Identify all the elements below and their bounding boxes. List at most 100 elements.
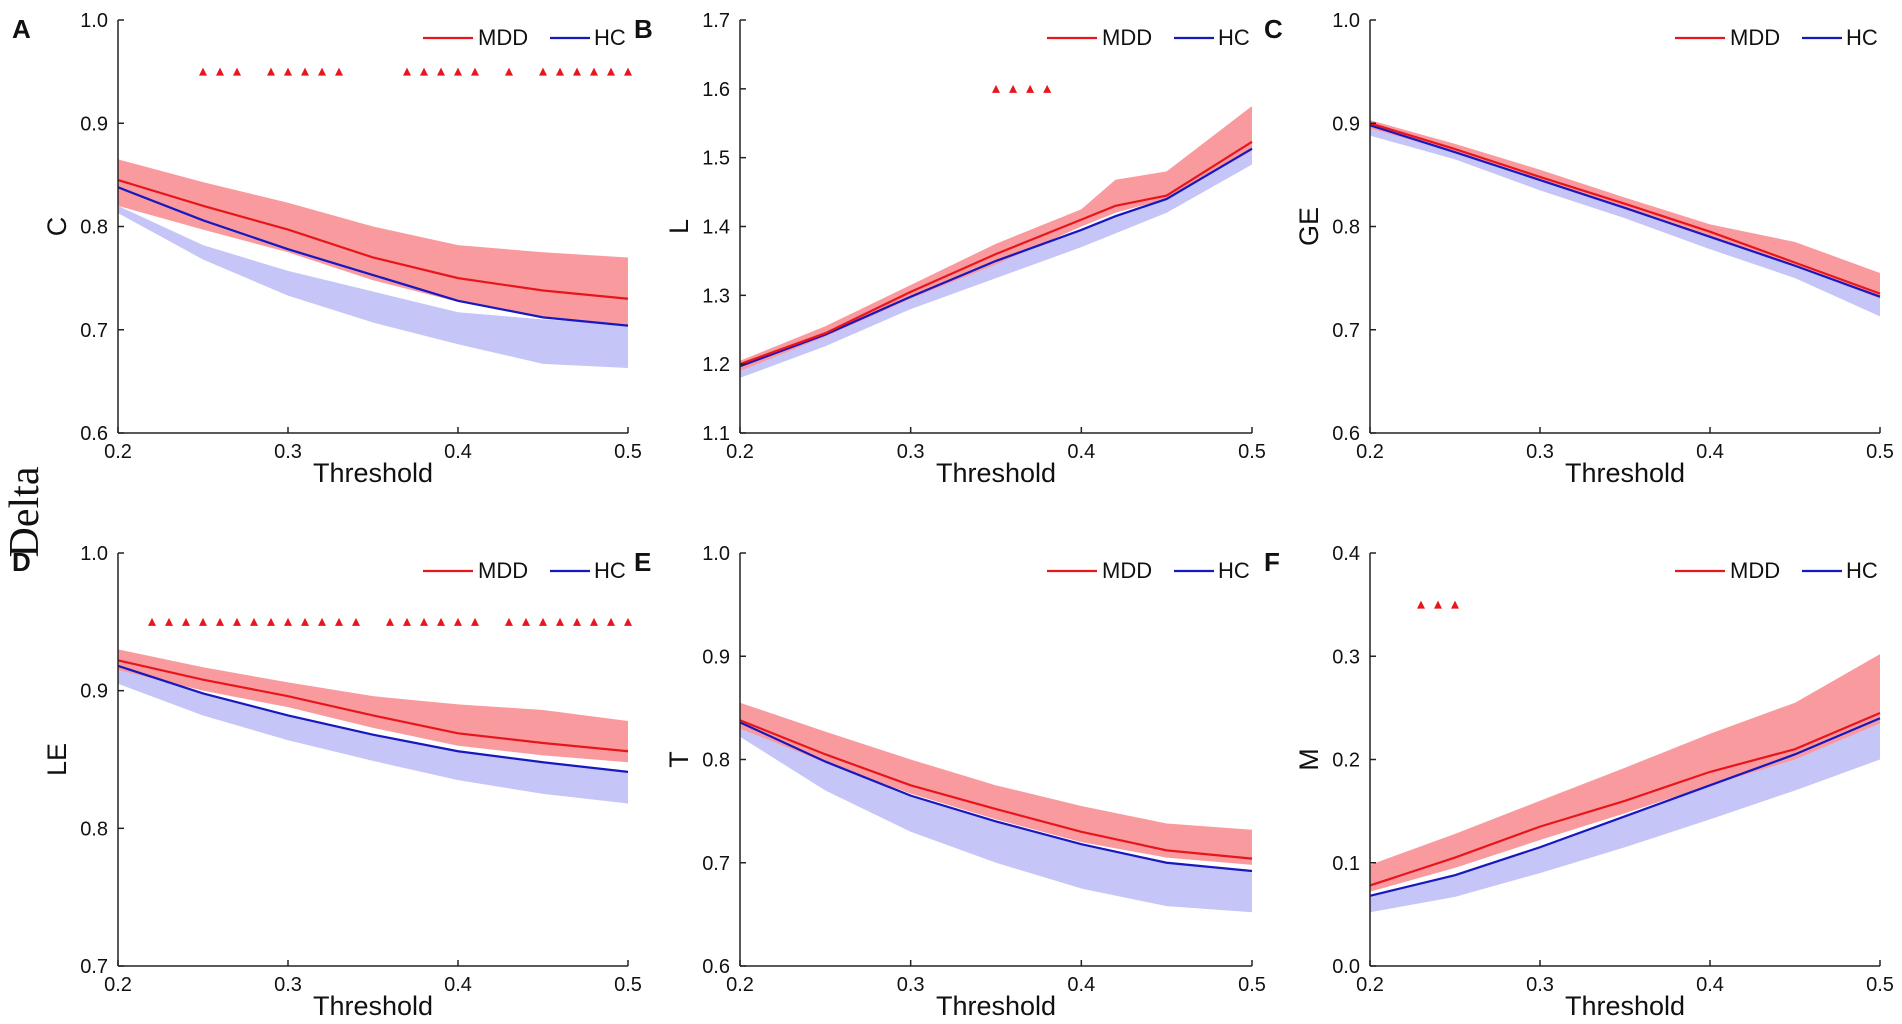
panel-letter: B (634, 14, 653, 44)
legend-hc-label: HC (594, 25, 626, 50)
y-tick-label: 0.9 (1332, 113, 1360, 135)
significance-marker (1434, 600, 1442, 609)
significance-marker (607, 617, 615, 626)
significance-marker (590, 617, 598, 626)
mdd-confidence-band (118, 649, 628, 763)
chart-panel-a: 0.6 0.7 0.8 0.9 1.0 0.2 0.3 0.4 0.5 Threshold C A MD… (12, 10, 642, 488)
x-tick-label: 0.5 (614, 441, 642, 463)
significance-marker (403, 617, 411, 626)
mdd-confidence-band (740, 702, 1252, 865)
x-tick-label: 0.4 (1696, 441, 1724, 463)
significance-marker (301, 617, 309, 626)
y-tick-label: 0.7 (1332, 320, 1360, 342)
x-tick-label: 0.3 (274, 441, 302, 463)
y-tick-label: 1.3 (702, 285, 730, 307)
significance-marker (522, 617, 530, 626)
legend-mdd-label: MDD (1730, 25, 1780, 50)
y-tick-label: 1.7 (702, 10, 730, 32)
legend-mdd-label: MDD (1102, 558, 1152, 583)
y-tick-label: 0.9 (80, 681, 108, 703)
x-tick-label: 0.4 (1067, 441, 1095, 463)
x-tick-label: 0.2 (104, 441, 132, 463)
y-tick-label: 1.0 (80, 543, 108, 565)
hc-confidence-band (1370, 718, 1880, 913)
hc-confidence-band (740, 722, 1252, 913)
y-tick-label: 0.9 (80, 113, 108, 135)
hc-confidence-band (1370, 125, 1880, 317)
significance-marker (624, 67, 632, 76)
legend-mdd-label: MDD (1102, 25, 1152, 50)
y-axis-title: C (42, 217, 72, 237)
significance-marker (216, 67, 224, 76)
y-tick-label: 0.6 (702, 956, 730, 978)
y-tick-label: 0.4 (1332, 543, 1360, 565)
significance-marker (199, 67, 207, 76)
y-axis-title: L (664, 219, 694, 234)
significance-marker (267, 617, 275, 626)
mdd-series-line (1369, 712, 1881, 887)
y-tick-label: 1.5 (702, 148, 730, 170)
y-tick-label: 0.7 (702, 853, 730, 875)
y-tick-label: 0.8 (80, 217, 108, 239)
x-tick-label: 0.3 (1526, 974, 1554, 996)
y-tick-label: 1.0 (702, 543, 730, 565)
significance-marker (624, 617, 632, 626)
x-tick-label: 0.5 (1238, 974, 1266, 996)
significance-marker (250, 617, 258, 626)
x-tick-label: 0.3 (897, 974, 925, 996)
y-tick-label: 0.0 (1332, 956, 1360, 978)
significance-marker (386, 617, 394, 626)
significance-marker (420, 617, 428, 626)
x-tick-label: 0.4 (444, 441, 472, 463)
chart-panel-d: 0.7 0.8 0.9 1.0 0.2 0.3 0.4 0.5 Threshold LE D MDD H… (12, 543, 642, 1021)
x-tick-label: 0.3 (897, 441, 925, 463)
significance-marker (335, 67, 343, 76)
mdd-series-line (739, 140, 1253, 366)
panel-letter: D (12, 547, 31, 577)
panel-letter: C (1264, 14, 1283, 44)
mdd-confidence-band (740, 106, 1252, 372)
x-tick-label: 0.4 (1696, 974, 1724, 996)
significance-marker (437, 617, 445, 626)
y-tick-label: 0.6 (1332, 423, 1360, 445)
y-tick-label: 0.8 (702, 750, 730, 772)
significance-marker (148, 617, 156, 626)
x-tick-label: 0.3 (274, 974, 302, 996)
x-tick-label: 0.2 (726, 441, 754, 463)
y-tick-label: 0.6 (80, 423, 108, 445)
significance-marker (556, 67, 564, 76)
significance-marker (233, 67, 241, 76)
mdd-series-line (117, 659, 629, 753)
x-axis-title: Threshold (313, 991, 433, 1021)
x-tick-label: 0.4 (1067, 974, 1095, 996)
hc-confidence-band (118, 205, 628, 368)
x-tick-label: 0.3 (1526, 441, 1554, 463)
mdd-confidence-band (1370, 120, 1880, 299)
mdd-series-line (1369, 122, 1881, 295)
hc-series-line (739, 147, 1253, 368)
x-axis-title: Threshold (313, 458, 433, 488)
significance-marker (352, 617, 360, 626)
hc-series-line (1369, 717, 1881, 897)
significance-marker (318, 617, 326, 626)
hc-series-line (739, 721, 1253, 873)
significance-marker (573, 67, 581, 76)
significance-marker (199, 617, 207, 626)
significance-marker (454, 617, 462, 626)
significance-marker (233, 617, 241, 626)
legend-mdd-label: MDD (478, 25, 528, 50)
mdd-series-line (739, 719, 1253, 860)
x-axis-title: Threshold (1565, 458, 1685, 488)
significance-marker (284, 67, 292, 76)
significance-marker (182, 617, 190, 626)
x-axis-title: Threshold (936, 991, 1056, 1021)
x-tick-label: 0.2 (104, 974, 132, 996)
significance-marker (556, 617, 564, 626)
y-tick-label: 0.7 (80, 956, 108, 978)
significance-marker (1026, 84, 1035, 93)
x-tick-label: 0.5 (1238, 441, 1266, 463)
y-axis-title: GE (1294, 207, 1324, 246)
significance-marker (607, 67, 615, 76)
significance-marker (539, 67, 547, 76)
y-tick-label: 1.6 (702, 79, 730, 101)
